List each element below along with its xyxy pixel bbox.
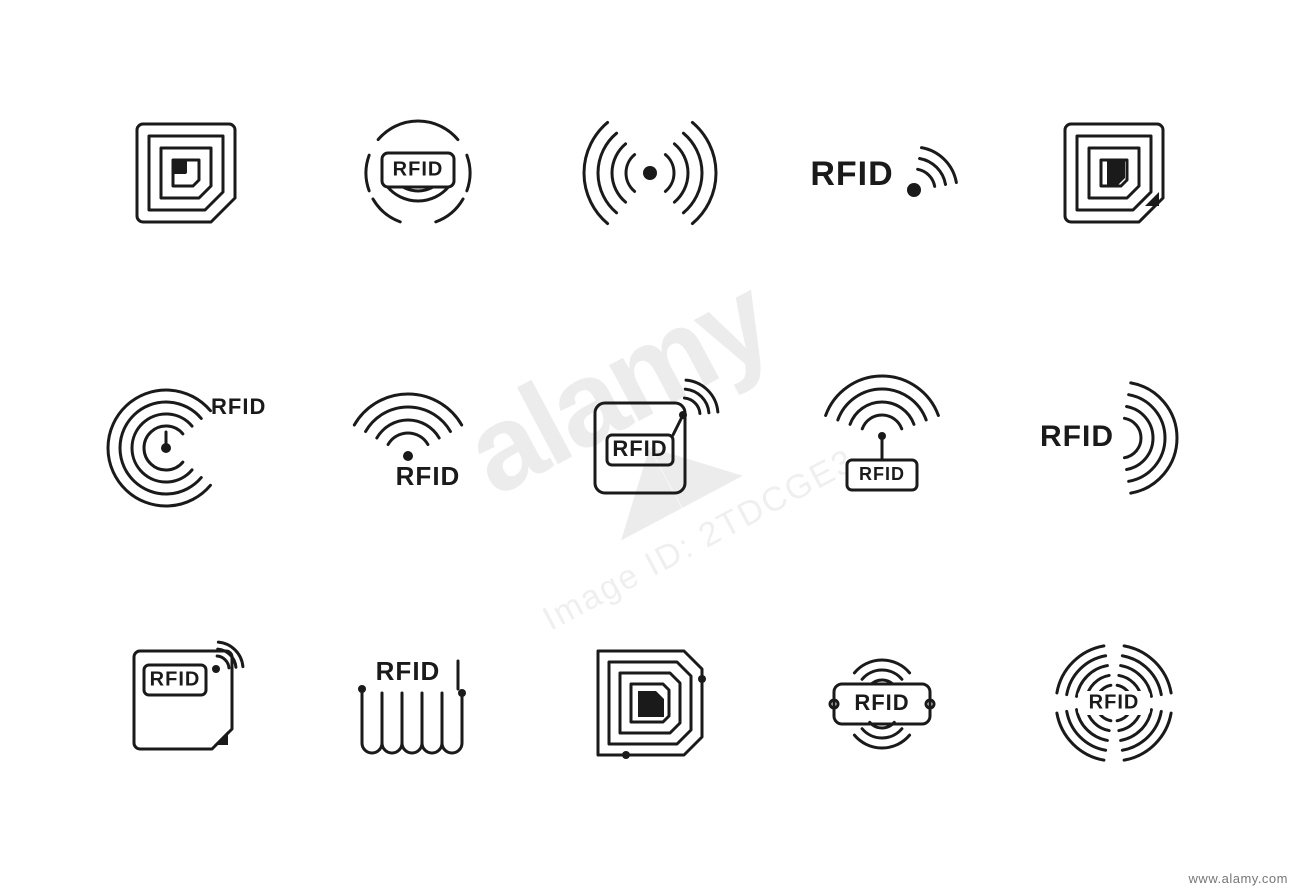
svg-text:RFID: RFID (150, 669, 201, 691)
rfid-tag-waves-both-icon: RFID (807, 628, 957, 778)
stock-url: www.alamy.com (1189, 871, 1288, 886)
svg-text:RFID: RFID (859, 464, 905, 484)
rfid-text-signal-icon: RFID (807, 98, 957, 248)
rfid-radio-waves-icon (575, 98, 725, 248)
rfid-half-rings-text-icon: RFID (1039, 363, 1189, 513)
rfid-chip-nested-icon (575, 628, 725, 778)
rfid-fan-text-icon: RFID (343, 363, 493, 513)
rfid-radar-text-icon: RFID (111, 363, 261, 513)
rfid-chip-spiral-left-icon (111, 98, 261, 248)
rfid-chip-label-corner-icon: RFID (111, 628, 261, 778)
svg-text:RFID: RFID (1040, 420, 1114, 453)
icon-grid: RFIDRFIDRFIDRFIDRFIDRFIDRFIDRFIDRFIDRFID… (0, 0, 1300, 896)
rfid-chip-spiral-right-icon (1039, 98, 1189, 248)
svg-text:RFID: RFID (211, 394, 266, 419)
svg-text:RFID: RFID (393, 158, 444, 180)
rfid-concentric-text-icon: RFID (1039, 628, 1189, 778)
rfid-coil-text-icon: RFID (343, 628, 493, 778)
rfid-card-signal-icon: RFID (575, 363, 725, 513)
rfid-circle-badge-icon: RFID (343, 98, 493, 248)
svg-text:RFID: RFID (854, 690, 909, 715)
svg-text:RFID: RFID (1089, 692, 1140, 714)
svg-text:RFID: RFID (376, 656, 441, 686)
rfid-antenna-rings-icon: RFID (807, 363, 957, 513)
svg-text:RFID: RFID (810, 155, 893, 193)
svg-text:RFID: RFID (396, 461, 461, 491)
svg-text:RFID: RFID (612, 436, 667, 461)
